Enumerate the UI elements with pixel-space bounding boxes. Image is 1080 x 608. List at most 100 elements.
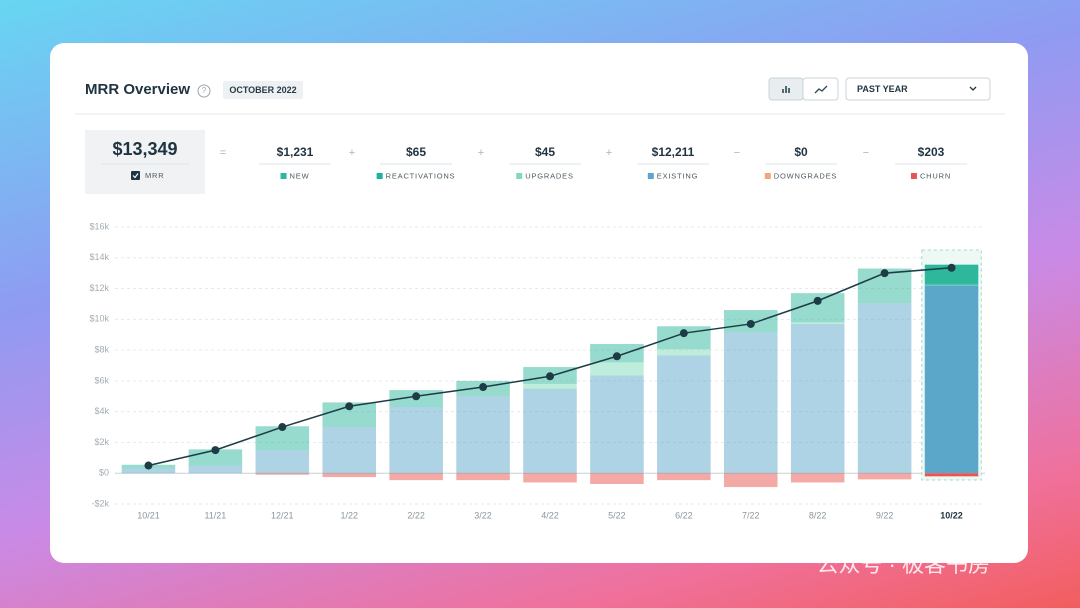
total-box <box>85 130 205 194</box>
bar-segment <box>590 473 644 484</box>
bar-segment <box>188 465 243 474</box>
operator: = <box>220 147 226 159</box>
mrr-point <box>947 263 956 272</box>
mrr-point <box>144 461 153 470</box>
bar-segment <box>389 473 443 481</box>
y-tick-label: $12k <box>89 283 109 293</box>
legend-swatch <box>516 173 523 179</box>
mrr-point <box>278 423 287 432</box>
x-tick-label: 4/22 <box>541 510 559 520</box>
bar-segment <box>790 322 845 324</box>
operator: + <box>478 147 484 159</box>
y-tick-label: -$2k <box>91 498 109 508</box>
y-tick-label: $2k <box>94 437 109 447</box>
check <box>132 173 139 179</box>
legend-swatch <box>280 173 287 179</box>
bar-segment <box>121 468 176 474</box>
bar-segment <box>657 473 711 481</box>
bar-segment <box>456 473 510 481</box>
operator: + <box>606 147 612 159</box>
line-view-button[interactable] <box>802 77 839 101</box>
bar-segment <box>924 283 979 285</box>
mrr-point <box>546 372 554 381</box>
x-tick-label: 12/21 <box>271 510 294 520</box>
bar-segment <box>456 396 510 474</box>
y-tick-label: $0 <box>99 468 109 478</box>
mrr-point <box>880 269 889 278</box>
legend-label: NEW <box>290 171 310 180</box>
bar-segment <box>857 303 912 474</box>
operator: − <box>863 147 869 159</box>
bar-segment <box>389 407 443 474</box>
metric-value: $45 <box>535 145 555 159</box>
bar-segment <box>322 427 376 474</box>
title: MRR Overview <box>85 81 190 98</box>
mrr-point <box>412 392 421 401</box>
legend-swatch <box>647 173 654 179</box>
mrr-point <box>679 329 688 338</box>
bar-segment <box>657 355 711 474</box>
x-tick-label: 6/22 <box>675 510 693 520</box>
operator: − <box>734 147 740 159</box>
total-label: MRR <box>145 171 164 180</box>
metric-value: $12,211 <box>652 145 695 159</box>
bar-segment <box>590 362 644 376</box>
x-tick-label: 10/21 <box>137 510 160 520</box>
bar-icon <box>782 86 790 93</box>
legend-swatch <box>910 173 917 179</box>
badge-text: OCTOBER 2022 <box>229 85 296 95</box>
mrr-point <box>211 446 220 455</box>
metric-value: $65 <box>406 145 426 159</box>
x-tick-label: 7/22 <box>742 510 760 520</box>
total-value: $13,349 <box>112 139 177 159</box>
mrr-point <box>345 402 354 411</box>
legend-label: UPGRADES <box>525 171 574 180</box>
badge <box>223 81 303 99</box>
bar-segment <box>590 375 644 474</box>
x-tick-label: 9/22 <box>876 510 894 520</box>
x-tick-label: 1/22 <box>340 510 358 520</box>
legend-label: REACTIVATIONS <box>386 171 456 180</box>
bar-segment <box>322 473 376 478</box>
bar-segment <box>924 473 979 477</box>
mrr-point <box>746 319 755 328</box>
y-tick-label: $14k <box>89 252 109 262</box>
bar-segment <box>924 284 979 286</box>
chevron <box>969 86 977 91</box>
dropdown-text: PAST YEAR <box>857 84 908 94</box>
mrr-point <box>813 296 822 305</box>
metric-value: $1,231 <box>277 145 314 159</box>
line-icon <box>814 85 828 94</box>
legend-swatch <box>376 173 383 179</box>
bar-segment <box>790 323 845 474</box>
operator: + <box>349 147 355 159</box>
y-tick-label: $8k <box>94 344 109 354</box>
dropdown[interactable] <box>845 77 991 101</box>
y-tick-label: $6k <box>94 375 109 385</box>
legend-label: DOWNGRADES <box>774 171 837 180</box>
bar-segment <box>790 473 845 483</box>
y-tick-label: $10k <box>89 314 109 324</box>
mrr-point <box>479 383 488 392</box>
legend-label: EXISTING <box>657 171 698 180</box>
bar-segment <box>724 332 778 474</box>
y-tick-label: $4k <box>94 406 109 416</box>
bar-segment <box>523 383 577 389</box>
help-icon[interactable] <box>197 84 211 98</box>
bar-segment <box>657 349 711 356</box>
bar-segment <box>255 473 310 475</box>
x-tick-label: 10/22 <box>940 510 963 520</box>
y-tick-label: $16k <box>89 221 109 231</box>
bar-segment <box>857 473 912 480</box>
checkbox[interactable] <box>131 171 140 180</box>
help-glyph: ? <box>202 86 207 95</box>
bar-segment <box>523 473 577 483</box>
x-tick-label: 5/22 <box>608 510 626 520</box>
metric-value: $203 <box>918 145 945 159</box>
bar-segment <box>523 388 577 474</box>
bar-segment <box>924 285 979 474</box>
metric-value: $0 <box>794 145 808 159</box>
legend-swatch <box>764 173 771 179</box>
